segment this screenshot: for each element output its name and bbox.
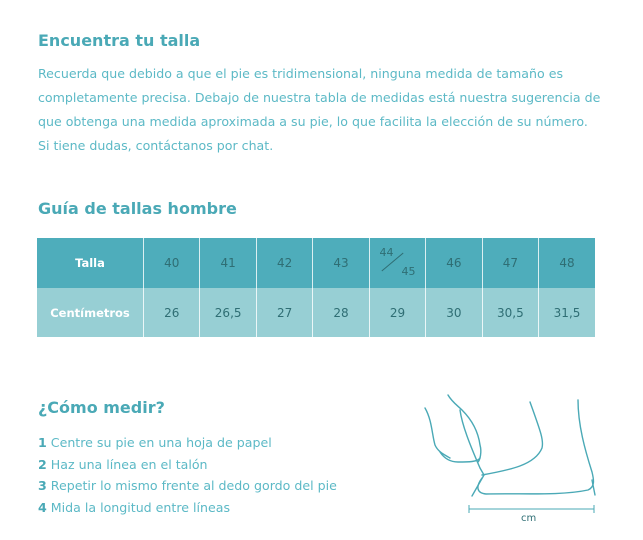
size-cell: 43 xyxy=(312,238,370,288)
size-table: Talla 40 41 42 43 44 45 46 47 48 Centímet… xyxy=(37,238,595,337)
size-fraction-bottom: 45 xyxy=(401,264,416,278)
step-item: 1 Centre su pie en una hoja de papel xyxy=(38,435,272,450)
size-cell: 47 xyxy=(481,238,539,288)
cm-cell: 30,5 xyxy=(481,288,539,337)
intro-line: Si tiene dudas, contáctanos por chat. xyxy=(38,138,274,153)
foot-measure-illustration xyxy=(424,394,596,513)
unit-label: cm xyxy=(521,513,537,524)
intro-line: que obtenga una medida aproximada a su p… xyxy=(38,114,588,129)
measure-title: ¿Cómo medir? xyxy=(38,398,165,417)
cm-cell: 29 xyxy=(368,288,426,337)
size-fraction-top: 44 xyxy=(379,245,394,259)
intro-paragraph: Recuerda que debido a que el pie es trid… xyxy=(38,62,600,158)
step-item: 4 Mida la longitud entre líneas xyxy=(38,499,231,515)
cm-cell: 26 xyxy=(142,288,200,337)
size-row: Talla 40 41 42 43 44 45 46 47 48 xyxy=(37,238,595,288)
size-cell: 42 xyxy=(255,238,313,288)
size-cell: 48 xyxy=(538,238,595,288)
size-fraction: 44 45 xyxy=(377,244,417,280)
size-cell: 44 45 xyxy=(368,238,426,288)
size-cell: 40 xyxy=(142,238,200,288)
cm-cell: 30 xyxy=(425,288,483,337)
intro-title: Encuentra tu talla xyxy=(38,31,201,50)
intro-line: completamente precisa. Debajo de nuestra… xyxy=(38,90,601,105)
size-cell: 46 xyxy=(425,238,483,288)
cm-label: Centímetros xyxy=(37,288,144,337)
cm-row: Centímetros 26 26,5 27 28 29 30 30,5 31,… xyxy=(37,288,595,337)
size-cell: 41 xyxy=(199,238,257,288)
cm-cell: 26,5 xyxy=(199,288,257,337)
measure-steps: 1 Centre su pie en una hoja de papel 2 H… xyxy=(38,432,337,518)
step-item: 2 Haz una línea en el talón xyxy=(38,456,208,472)
cm-cell: 28 xyxy=(312,288,370,337)
size-label: Talla xyxy=(37,238,144,288)
guide-title: Guía de tallas hombre xyxy=(38,199,237,218)
step-item: 3 Repetir lo mismo frente al dedo gordo … xyxy=(38,478,337,493)
intro-line: Recuerda que debido a que el pie es trid… xyxy=(38,66,564,81)
cm-cell: 31,5 xyxy=(538,288,595,337)
cm-cell: 27 xyxy=(255,288,313,337)
